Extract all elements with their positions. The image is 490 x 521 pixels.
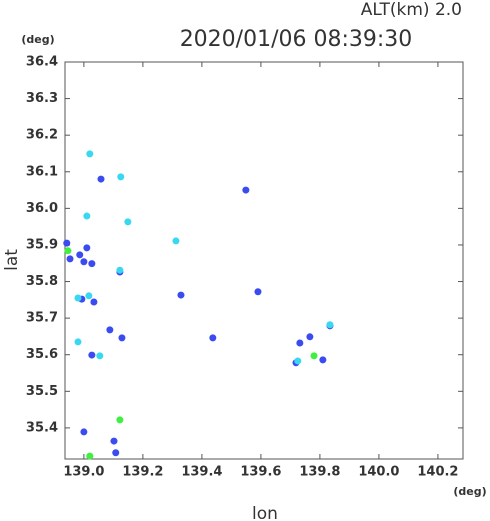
- x-tick-label: 139.2: [122, 465, 163, 480]
- echo-point: [96, 352, 104, 360]
- y-tick-label: 35.8: [26, 274, 58, 289]
- x-tick-label: 140.2: [417, 465, 458, 480]
- echo-point: [177, 291, 185, 299]
- echo-point: [86, 150, 94, 158]
- echo-point: [296, 339, 304, 347]
- echo-point: [118, 334, 126, 342]
- echo-point: [112, 449, 120, 457]
- y-tick-label: 35.4: [26, 420, 58, 435]
- echo-point: [172, 237, 180, 245]
- echo-point: [80, 258, 88, 266]
- x-unit: (deg): [453, 485, 486, 498]
- echo-point: [88, 351, 96, 359]
- y-tick-label: 35.6: [26, 347, 58, 362]
- x-tick-label: 139.8: [299, 465, 340, 480]
- echo-point: [76, 251, 84, 259]
- echo-point: [74, 294, 82, 302]
- x-tick-label: 139.6: [240, 465, 281, 480]
- echo-point: [66, 255, 74, 263]
- echo-point: [294, 357, 302, 365]
- echo-point: [83, 212, 91, 220]
- y-tick-label: 35.7: [26, 311, 58, 326]
- echo-point: [80, 428, 88, 436]
- plot-frame: [64, 61, 464, 460]
- echo-point: [124, 218, 132, 226]
- echo-point: [209, 334, 217, 342]
- x-tick-label: 140.0: [358, 465, 399, 480]
- echo-point: [85, 292, 93, 300]
- echo-point: [306, 333, 314, 341]
- y-tick-label: 35.5: [26, 384, 58, 399]
- echo-point: [74, 338, 82, 346]
- echo-point: [106, 326, 114, 334]
- echo-point: [97, 175, 105, 183]
- y-unit: (deg): [21, 33, 54, 46]
- y-axis-title: lat: [2, 249, 22, 271]
- y-tick-label: 35.9: [26, 237, 58, 252]
- y-tick-label: 36.3: [26, 91, 58, 106]
- echo-point: [117, 173, 125, 181]
- echo-point: [254, 288, 262, 296]
- x-tick-label: 139.0: [63, 465, 104, 480]
- y-tick-label: 36.0: [26, 201, 58, 216]
- echo-point: [63, 239, 71, 247]
- echo-point: [110, 437, 118, 445]
- chart-title: 2020/01/06 08:39:30: [180, 27, 413, 52]
- echo-point: [88, 260, 96, 268]
- echo-point: [90, 298, 98, 306]
- x-axis-title: lon: [252, 504, 278, 521]
- altitude-label: ALT(km) 2.0: [361, 0, 462, 20]
- echo-point: [86, 452, 94, 460]
- echo-point: [116, 416, 124, 424]
- x-tick-label: 139.4: [181, 465, 222, 480]
- echo-point: [83, 244, 91, 252]
- echo-point: [64, 247, 72, 255]
- y-tick-label: 36.4: [26, 55, 58, 70]
- echo-point: [319, 356, 327, 364]
- y-tick-label: 36.1: [26, 164, 58, 179]
- echo-point: [310, 352, 318, 360]
- echo-point: [242, 186, 250, 194]
- y-tick-label: 36.2: [26, 128, 58, 143]
- echo-point: [326, 321, 334, 329]
- echo-point: [116, 266, 124, 274]
